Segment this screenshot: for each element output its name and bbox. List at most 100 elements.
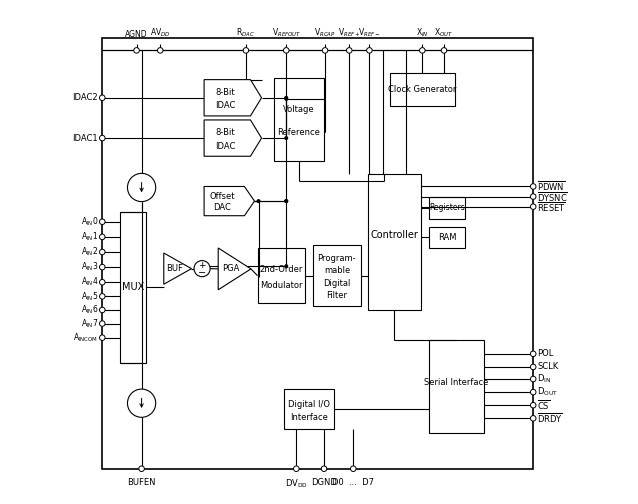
Text: Voltage: Voltage <box>283 105 315 114</box>
Circle shape <box>100 234 105 240</box>
Text: Serial Interface: Serial Interface <box>424 377 489 387</box>
Circle shape <box>530 204 536 210</box>
Text: $\overline{\mathrm{RESET}}$: $\overline{\mathrm{RESET}}$ <box>537 200 566 214</box>
Circle shape <box>530 389 536 395</box>
Text: SCLK: SCLK <box>537 362 558 371</box>
Circle shape <box>194 261 210 277</box>
Circle shape <box>530 402 536 408</box>
Circle shape <box>100 307 105 312</box>
Circle shape <box>100 219 105 225</box>
Polygon shape <box>218 248 251 290</box>
Circle shape <box>128 389 156 417</box>
Circle shape <box>350 466 356 472</box>
Text: Digital I/O: Digital I/O <box>288 400 330 409</box>
FancyBboxPatch shape <box>258 248 306 303</box>
Text: $\mathrm{A_{IN}}$0: $\mathrm{A_{IN}}$0 <box>81 216 98 228</box>
Circle shape <box>284 136 288 140</box>
Text: $\mathrm{V}_{REFOUT}$: $\mathrm{V}_{REFOUT}$ <box>272 27 301 39</box>
Text: $\mathrm{V}_{REF+}$: $\mathrm{V}_{REF+}$ <box>338 27 360 39</box>
Text: $\mathrm{V}_{RCAP}$: $\mathrm{V}_{RCAP}$ <box>315 27 336 39</box>
Text: Interface: Interface <box>290 413 328 422</box>
FancyBboxPatch shape <box>274 78 324 161</box>
Circle shape <box>530 351 536 357</box>
Text: $\mathrm{A_{IN}}$2: $\mathrm{A_{IN}}$2 <box>81 246 98 258</box>
Circle shape <box>346 48 352 53</box>
Circle shape <box>256 199 260 203</box>
Text: Clock Generator: Clock Generator <box>388 85 457 94</box>
Text: Registers: Registers <box>429 204 465 212</box>
Circle shape <box>367 48 372 53</box>
Circle shape <box>243 48 249 53</box>
Polygon shape <box>204 80 262 116</box>
Text: AGND: AGND <box>125 30 148 39</box>
Circle shape <box>158 48 163 53</box>
Circle shape <box>530 364 536 369</box>
FancyBboxPatch shape <box>313 245 361 306</box>
Text: IDAC: IDAC <box>215 101 235 110</box>
Text: IDAC: IDAC <box>215 142 235 151</box>
Circle shape <box>530 376 536 382</box>
Circle shape <box>530 194 536 200</box>
Circle shape <box>293 466 299 472</box>
Text: $\mathrm{R}_{DAC}$: $\mathrm{R}_{DAC}$ <box>237 27 255 39</box>
Text: $\mathrm{D_{IN}}$: $\mathrm{D_{IN}}$ <box>537 373 551 385</box>
FancyBboxPatch shape <box>429 197 465 219</box>
FancyBboxPatch shape <box>368 174 421 310</box>
Text: Program-: Program- <box>318 254 356 263</box>
Text: −: − <box>198 268 206 278</box>
Circle shape <box>530 415 536 421</box>
FancyBboxPatch shape <box>390 73 455 106</box>
FancyBboxPatch shape <box>120 212 146 363</box>
Text: IDAC2: IDAC2 <box>73 93 98 102</box>
Text: $\mathrm{A_{IN}}$5: $\mathrm{A_{IN}}$5 <box>81 290 98 302</box>
Circle shape <box>322 466 327 472</box>
Circle shape <box>420 48 425 53</box>
Text: BUFEN: BUFEN <box>128 478 156 487</box>
Text: $\mathrm{A_{IN}}$1: $\mathrm{A_{IN}}$1 <box>81 231 98 243</box>
Text: $\overline{\mathrm{PDWN}}$: $\overline{\mathrm{PDWN}}$ <box>537 179 565 194</box>
Text: $\mathrm{X}_{IN}$: $\mathrm{X}_{IN}$ <box>416 27 429 39</box>
Text: Digital: Digital <box>323 279 350 288</box>
Text: $\mathrm{A_{IN}}$6: $\mathrm{A_{IN}}$6 <box>81 304 98 316</box>
Circle shape <box>284 97 288 101</box>
FancyBboxPatch shape <box>284 389 334 429</box>
Text: $\mathrm{DV_{DD}}$: $\mathrm{DV_{DD}}$ <box>285 478 308 490</box>
Text: BUF: BUF <box>166 264 182 273</box>
Text: Controller: Controller <box>371 230 419 240</box>
Circle shape <box>100 335 105 341</box>
Circle shape <box>100 249 105 255</box>
FancyBboxPatch shape <box>429 340 484 433</box>
Circle shape <box>530 184 536 190</box>
Text: $\overline{\mathrm{DRDY}}$: $\overline{\mathrm{DRDY}}$ <box>537 411 563 425</box>
FancyBboxPatch shape <box>429 227 465 248</box>
Text: D0  ...  D7: D0 ... D7 <box>332 478 375 487</box>
Circle shape <box>322 48 328 53</box>
Text: mable: mable <box>323 266 350 275</box>
Text: $\mathrm{A_{IN}}$3: $\mathrm{A_{IN}}$3 <box>81 261 98 273</box>
Text: RAM: RAM <box>438 233 456 242</box>
FancyBboxPatch shape <box>102 38 533 469</box>
Text: IDAC1: IDAC1 <box>73 134 98 143</box>
Circle shape <box>100 293 105 299</box>
Circle shape <box>128 173 156 202</box>
Text: $\mathrm{A_{INCOM}}$: $\mathrm{A_{INCOM}}$ <box>73 332 98 344</box>
Circle shape <box>284 199 288 203</box>
Text: Modulator: Modulator <box>260 281 302 290</box>
Circle shape <box>100 321 105 327</box>
Text: Offset: Offset <box>209 192 235 201</box>
Circle shape <box>284 199 288 203</box>
Text: $\mathrm{A_{IN}}$7: $\mathrm{A_{IN}}$7 <box>81 318 98 330</box>
Text: 8-Bit: 8-Bit <box>215 88 235 97</box>
Circle shape <box>100 264 105 270</box>
Circle shape <box>100 279 105 285</box>
Text: $\mathrm{AV}_{DD}$: $\mathrm{AV}_{DD}$ <box>150 27 170 39</box>
Text: $\mathrm{A_{IN}}$4: $\mathrm{A_{IN}}$4 <box>81 276 98 288</box>
Circle shape <box>100 136 105 141</box>
Text: DAC: DAC <box>213 203 231 212</box>
Polygon shape <box>164 253 191 284</box>
Text: +: + <box>198 261 206 270</box>
Polygon shape <box>204 186 255 216</box>
Polygon shape <box>204 120 262 156</box>
Text: $\overline{\mathrm{CS}}$: $\overline{\mathrm{CS}}$ <box>537 398 551 412</box>
Text: $\mathrm{V}_{REF-}$: $\mathrm{V}_{REF-}$ <box>358 27 381 39</box>
